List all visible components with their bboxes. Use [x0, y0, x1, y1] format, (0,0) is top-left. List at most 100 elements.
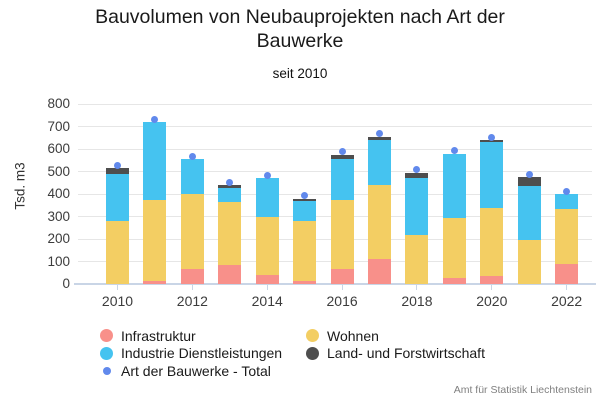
- x-tick-mark: [117, 285, 118, 290]
- bar-segment: [293, 221, 317, 281]
- total-marker-dot: [563, 187, 571, 195]
- legend-marker-icon: [100, 329, 113, 343]
- total-marker-dot: [114, 161, 121, 169]
- bar-segment: [255, 275, 279, 284]
- bar-segment: [218, 201, 242, 265]
- y-tick-label: 0: [62, 276, 70, 291]
- chart-subtitle: seit 2010: [272, 66, 328, 81]
- bar-segment: [143, 122, 167, 200]
- x-tick-label: 2012: [176, 293, 208, 309]
- y-tick-label: 500: [47, 163, 70, 179]
- bar-segment: [517, 177, 541, 187]
- bar-segment: [442, 278, 466, 284]
- x-tick-label: 2022: [551, 293, 583, 309]
- x-tick-mark: [491, 285, 493, 290]
- bar-segment: [293, 198, 317, 201]
- y-tick-label: 400: [47, 186, 70, 201]
- bar-segment: [405, 172, 429, 179]
- bar-segment: [218, 188, 242, 202]
- bar-segment: [368, 185, 391, 260]
- total-marker-dot: [413, 166, 421, 174]
- bar-segment: [330, 154, 354, 160]
- x-tick-label: 2016: [326, 293, 358, 309]
- legend-column: Wohnen Land- und Forstwirtschaft: [306, 327, 485, 382]
- bar-segment: [555, 194, 579, 209]
- x-tick-mark: [416, 285, 418, 290]
- bar-segment: [293, 280, 317, 284]
- bar-segment: [180, 159, 204, 194]
- bar-segment: [480, 140, 504, 143]
- bar-segment: [405, 178, 429, 235]
- total-marker-dot: [338, 148, 346, 156]
- x-tick-mark: [191, 285, 193, 290]
- bar-segment: [143, 280, 167, 284]
- bar-segment: [330, 199, 354, 270]
- legend-label: Land- und Forstwirtschaft: [327, 345, 485, 362]
- bar-segment: [442, 153, 466, 218]
- gridline-700: [78, 126, 592, 127]
- x-tick-mark: [266, 285, 268, 290]
- source-attribution: Amt für Statistik Liechtenstein: [453, 384, 592, 396]
- y-tick-label: 800: [47, 96, 70, 111]
- bar-segment: [255, 216, 279, 275]
- x-tick-label: 2010: [101, 293, 134, 309]
- y-tick-label: 700: [47, 118, 70, 134]
- y-tick-label: 100: [47, 253, 70, 269]
- total-marker-dot: [488, 133, 496, 141]
- bar-segment: [480, 276, 504, 284]
- chart-legend: Infrastruktur Industrie Dienstleistungen A…: [100, 327, 485, 382]
- bar-segment: [555, 208, 579, 264]
- bar-segment: [218, 264, 242, 284]
- bar-segment: [143, 199, 167, 281]
- x-tick-mark: [341, 285, 343, 290]
- x-tick-label: 2014: [251, 293, 283, 309]
- legend-item: Infrastruktur: [100, 327, 306, 344]
- gridline-600: [78, 148, 592, 150]
- total-marker-dot: [301, 192, 309, 199]
- total-dot-icon: [102, 367, 111, 376]
- bar-segment: [368, 136, 391, 140]
- bar-segment: [180, 194, 204, 270]
- y-tick-label: 600: [47, 141, 70, 156]
- bar-segment: [330, 159, 354, 200]
- bar-segment: [517, 240, 541, 284]
- legend-marker-icon: [100, 365, 113, 378]
- bar-segment: [180, 269, 204, 284]
- chart-title: Bauvolumen von Neubauprojekten nach Art …: [95, 6, 505, 52]
- legend-label: Infrastruktur: [121, 327, 196, 344]
- legend-marker-icon: [100, 346, 113, 360]
- total-marker-dot: [376, 130, 383, 138]
- legend-label: Wohnen: [327, 327, 379, 344]
- bar-segment: [368, 259, 391, 284]
- bar-segment: [106, 173, 129, 221]
- legend-item: Land- und Forstwirtschaft: [306, 345, 485, 362]
- bar-segment: [555, 263, 579, 284]
- bar-segment: [442, 217, 466, 279]
- legend-item: Art der Bauwerke - Total: [100, 363, 306, 380]
- bar-segment: [106, 168, 129, 174]
- legend-marker-icon: [306, 329, 319, 343]
- bar-segment: [330, 269, 354, 284]
- bar-segment: [106, 221, 129, 284]
- total-marker-dot: [525, 170, 533, 178]
- bar-segment: [517, 186, 541, 241]
- x-tick-mark: [566, 285, 568, 290]
- legend-label: Art der Bauwerke - Total: [121, 363, 271, 380]
- legend-marker-icon: [306, 346, 319, 360]
- legend-item: Industrie Dienstleistungen: [100, 345, 306, 362]
- total-marker-dot: [263, 171, 271, 179]
- plot-area: 0 100 200 300 400 500 600 700 800 2010 2012 2014 201…: [47, 96, 596, 309]
- x-tick-label: 2018: [401, 293, 433, 309]
- total-marker-dot: [226, 178, 234, 186]
- total-marker-dot: [151, 115, 159, 123]
- total-marker-dot: [188, 152, 196, 160]
- bar-segment: [368, 140, 391, 185]
- legend-label: Industrie Dienstleistungen: [121, 345, 283, 362]
- legend-column: Infrastruktur Industrie Dienstleistungen A…: [100, 327, 306, 382]
- bar-segment: [405, 234, 429, 284]
- x-tick-label: 2020: [476, 293, 508, 309]
- bar-segment: [480, 207, 504, 277]
- legend-item: Wohnen: [306, 327, 485, 344]
- bar-segment: [293, 200, 317, 221]
